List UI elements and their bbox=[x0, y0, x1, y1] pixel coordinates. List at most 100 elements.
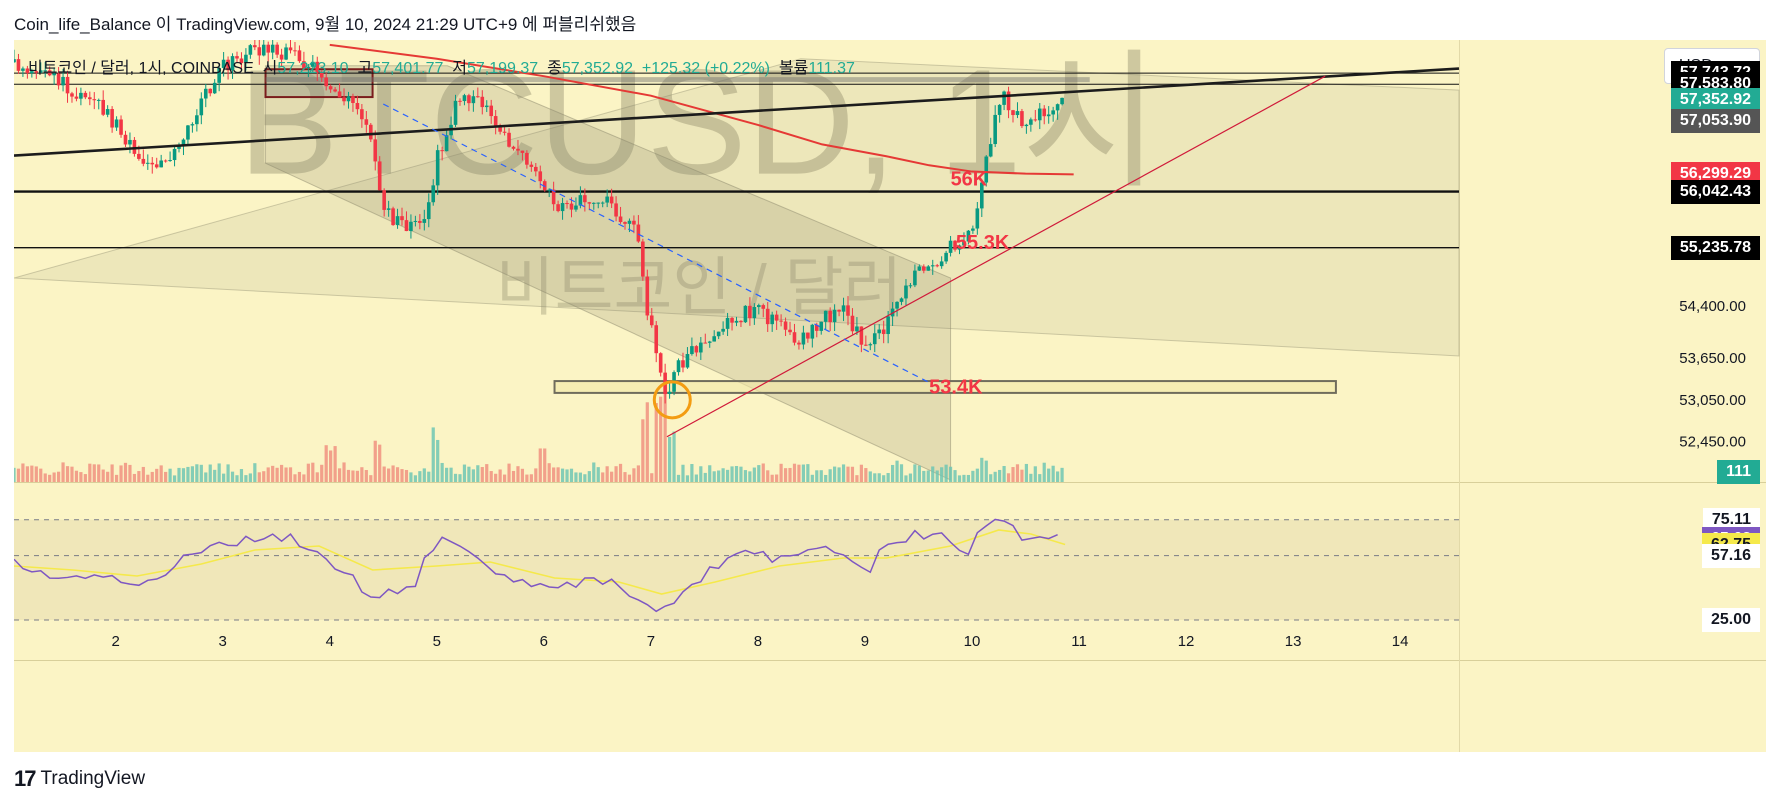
publisher-line: Coin_life_Balance 이 TradingView.com, 9월 … bbox=[14, 15, 637, 34]
volume-bar bbox=[873, 473, 877, 482]
candle-body bbox=[132, 139, 137, 154]
candle-body bbox=[217, 67, 221, 83]
volume-bar bbox=[137, 471, 141, 482]
zone-box-0 bbox=[264, 68, 374, 99]
volume-bar bbox=[329, 450, 333, 482]
candle-body bbox=[409, 221, 413, 232]
candle-body bbox=[208, 88, 213, 94]
candle-body bbox=[34, 71, 39, 73]
volume-bar bbox=[302, 474, 306, 482]
candle-body bbox=[489, 105, 494, 117]
volume-bar bbox=[311, 462, 315, 482]
volume-bar bbox=[833, 466, 837, 482]
volume-bar bbox=[806, 464, 810, 482]
candle-body bbox=[699, 342, 703, 353]
candle-body bbox=[877, 329, 882, 334]
time-tick-label: 3 bbox=[219, 633, 227, 650]
volume-bar bbox=[641, 419, 645, 482]
candle-body bbox=[293, 50, 297, 52]
candle-body bbox=[141, 158, 146, 164]
volume-bar bbox=[70, 466, 74, 482]
volume-bar bbox=[583, 474, 587, 482]
volume-bar bbox=[516, 466, 520, 482]
candle-body bbox=[462, 95, 467, 102]
volume-bar bbox=[819, 470, 823, 482]
candle-body bbox=[756, 305, 761, 308]
candle-body bbox=[859, 326, 864, 345]
annotation-label-1: 55.3K bbox=[956, 232, 1010, 254]
candle-body bbox=[253, 45, 257, 48]
volume-bar bbox=[797, 464, 801, 482]
candle-body bbox=[221, 59, 226, 68]
candle-body bbox=[172, 148, 177, 161]
volume-bar bbox=[65, 466, 70, 482]
annotation-label-0: 56K bbox=[951, 168, 988, 190]
volume-bar bbox=[190, 466, 194, 482]
candle-body bbox=[186, 125, 190, 140]
candle-body bbox=[516, 148, 520, 151]
volume-bar bbox=[618, 463, 623, 482]
candle-body bbox=[542, 181, 547, 191]
volume-bar bbox=[476, 465, 480, 482]
candle-body bbox=[279, 54, 284, 60]
candle-body bbox=[1024, 124, 1029, 127]
volume-bar bbox=[864, 468, 868, 482]
time-tick-label: 2 bbox=[112, 633, 120, 650]
volume-bar bbox=[944, 464, 948, 482]
volume-bar bbox=[155, 468, 159, 482]
candle-body bbox=[739, 320, 743, 323]
candle-body bbox=[377, 161, 382, 191]
time-tick-label: 4 bbox=[326, 633, 334, 650]
chart-area[interactable]: BTCUSD, 1시 비트코인 / 달러 56K 55.3K 53.4K 2 3 4 5 6 7 8 9… bbox=[14, 40, 1766, 752]
volume-bar bbox=[355, 470, 360, 482]
candle-body bbox=[38, 70, 43, 73]
price-label: 57,053.90 bbox=[1670, 109, 1760, 134]
candle-body bbox=[306, 66, 311, 68]
candle-body bbox=[311, 61, 315, 67]
candle-body bbox=[30, 71, 34, 74]
volume-bar bbox=[984, 460, 988, 482]
candle-body bbox=[623, 222, 627, 224]
candle-body bbox=[819, 321, 824, 331]
candle-body bbox=[88, 97, 92, 100]
volume-bar bbox=[556, 467, 560, 482]
candle-body bbox=[484, 105, 489, 108]
volume-bar bbox=[462, 464, 467, 482]
candle-body bbox=[302, 61, 306, 68]
volume-bar bbox=[552, 467, 556, 482]
rsi-value-label: 25.00 bbox=[1701, 608, 1760, 632]
volume-bar bbox=[141, 466, 145, 482]
volume-bar bbox=[935, 470, 939, 482]
volume-bar bbox=[1015, 464, 1020, 482]
volume-bar bbox=[43, 473, 47, 482]
volume-bar bbox=[177, 467, 181, 482]
volume-bar bbox=[324, 445, 328, 482]
candle-body bbox=[119, 119, 123, 135]
candle-body bbox=[288, 47, 293, 51]
candle-body bbox=[748, 305, 752, 319]
candle-body bbox=[560, 203, 565, 212]
candle-body bbox=[872, 333, 877, 345]
candle-body bbox=[159, 160, 163, 168]
candle-body bbox=[721, 328, 725, 332]
volume-bar bbox=[761, 463, 765, 482]
legend-high-label: 고 bbox=[357, 60, 373, 77]
candle-body bbox=[382, 190, 386, 210]
volume-bar bbox=[25, 466, 29, 482]
volume-bar bbox=[1060, 467, 1064, 482]
candle-body bbox=[83, 92, 88, 98]
candle-body bbox=[476, 96, 480, 98]
price-tick-label: 52,450.00 bbox=[1679, 434, 1746, 451]
volume-bar bbox=[172, 475, 177, 482]
volume-bar bbox=[663, 386, 667, 482]
rsi-band-fill bbox=[14, 519, 1459, 620]
volume-bar bbox=[489, 471, 493, 482]
volume-bar bbox=[271, 465, 275, 482]
volume-bar bbox=[74, 470, 79, 482]
volume-bar bbox=[810, 474, 814, 482]
volume-bar bbox=[859, 464, 863, 482]
candle-body bbox=[502, 131, 507, 133]
volume-bar bbox=[195, 464, 199, 482]
volume-bar bbox=[507, 463, 511, 482]
